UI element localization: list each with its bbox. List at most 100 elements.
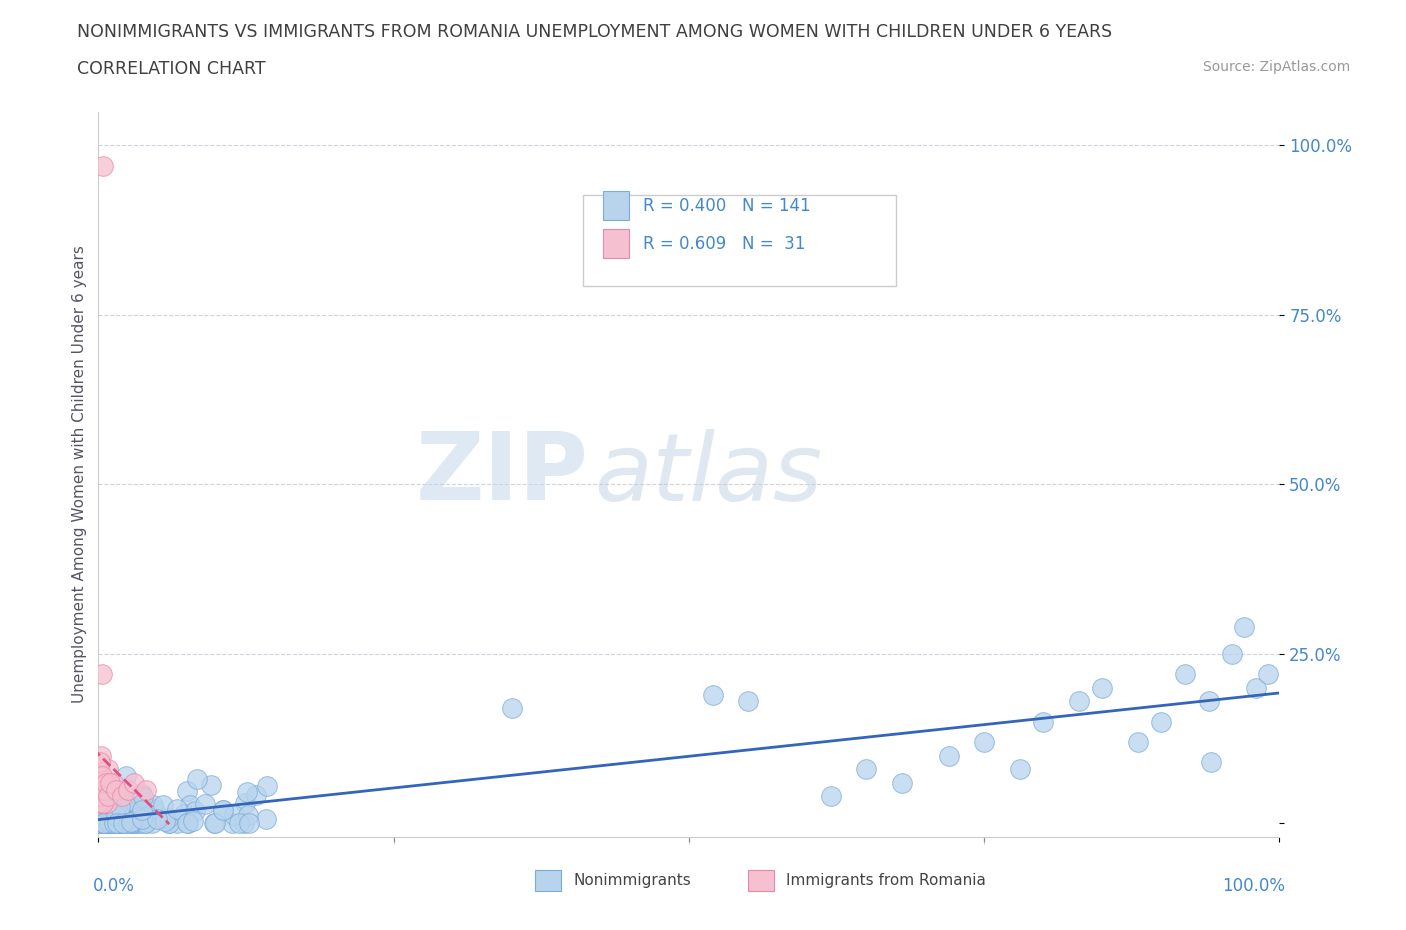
Point (222, 807, 245, 822)
Point (105, 816, 128, 830)
Point (135, 816, 157, 830)
Point (702, 687, 724, 702)
Point (157, 816, 180, 830)
Point (105, 797, 128, 812)
Point (93, 782, 115, 797)
Point (90, 789, 112, 804)
Point (101, 793, 124, 808)
Point (233, 795, 256, 810)
Point (176, 783, 198, 798)
Point (98, 806, 121, 821)
Point (166, 802, 188, 817)
Point (131, 787, 153, 802)
Point (105, 816, 128, 830)
Point (90, 811, 112, 826)
Point (111, 816, 134, 830)
Point (94, 776, 117, 790)
Y-axis label: Unemployment Among Women with Children Under 6 years: Unemployment Among Women with Children U… (72, 246, 87, 703)
Point (105, 798, 128, 813)
Point (228, 816, 250, 830)
Point (855, 762, 877, 777)
Point (93, 816, 115, 830)
Point (114, 816, 136, 830)
Point (91, 782, 114, 797)
Point (117, 782, 139, 797)
Point (108, 816, 131, 830)
Point (236, 785, 259, 800)
Point (236, 807, 259, 822)
Point (101, 802, 124, 817)
Point (1244, 681, 1267, 696)
Point (121, 788, 143, 803)
Point (90, 776, 112, 790)
Point (103, 816, 125, 830)
Point (107, 788, 129, 803)
Point (90, 802, 112, 817)
Point (890, 776, 912, 790)
Point (141, 816, 163, 830)
Point (104, 816, 127, 830)
Point (110, 816, 132, 830)
Point (97, 805, 120, 820)
Point (91, 800, 114, 815)
Point (91, 768, 114, 783)
Point (90, 749, 112, 764)
Point (121, 816, 143, 830)
Point (104, 808, 127, 823)
Point (98, 816, 121, 830)
Point (105, 816, 128, 830)
Text: 100.0%: 100.0% (1222, 877, 1285, 895)
Point (1008, 762, 1031, 777)
Point (1220, 646, 1243, 661)
Point (146, 811, 169, 826)
Point (94, 816, 117, 830)
Point (108, 816, 131, 830)
Point (103, 816, 125, 830)
Point (143, 802, 166, 817)
Point (186, 771, 208, 786)
Point (91, 667, 114, 682)
Point (112, 812, 135, 827)
Point (114, 768, 136, 783)
Point (131, 812, 153, 827)
Point (104, 816, 127, 830)
Text: 0.0%: 0.0% (93, 877, 135, 895)
Point (157, 810, 180, 825)
Point (94, 816, 117, 830)
Text: atlas: atlas (595, 429, 823, 520)
Point (96, 804, 118, 819)
Point (120, 815, 142, 830)
Text: R = 0.400   N = 141: R = 0.400 N = 141 (643, 197, 810, 215)
Point (1091, 681, 1114, 696)
Point (233, 816, 256, 830)
Point (97, 762, 120, 777)
Point (94, 796, 117, 811)
Point (134, 816, 156, 830)
Point (245, 788, 267, 803)
Point (98, 816, 121, 830)
Point (111, 789, 134, 804)
Point (91, 796, 114, 811)
Point (89, 755, 111, 770)
Point (89, 762, 111, 777)
Point (118, 798, 141, 813)
Point (97, 816, 120, 830)
Text: R = 0.609   N =  31: R = 0.609 N = 31 (643, 234, 806, 253)
Point (1032, 714, 1054, 729)
Point (97, 800, 120, 815)
Text: Source: ZipAtlas.com: Source: ZipAtlas.com (1202, 60, 1350, 74)
Point (177, 816, 200, 830)
Point (127, 803, 149, 817)
Point (1257, 667, 1279, 682)
Point (737, 694, 759, 709)
Point (184, 804, 207, 818)
Point (107, 816, 129, 830)
Point (254, 812, 277, 827)
Point (89, 816, 111, 830)
Point (105, 816, 128, 830)
Point (124, 816, 146, 830)
Point (101, 789, 124, 804)
Text: CORRELATION CHART: CORRELATION CHART (77, 60, 266, 78)
Point (89, 812, 111, 827)
Point (110, 811, 132, 826)
